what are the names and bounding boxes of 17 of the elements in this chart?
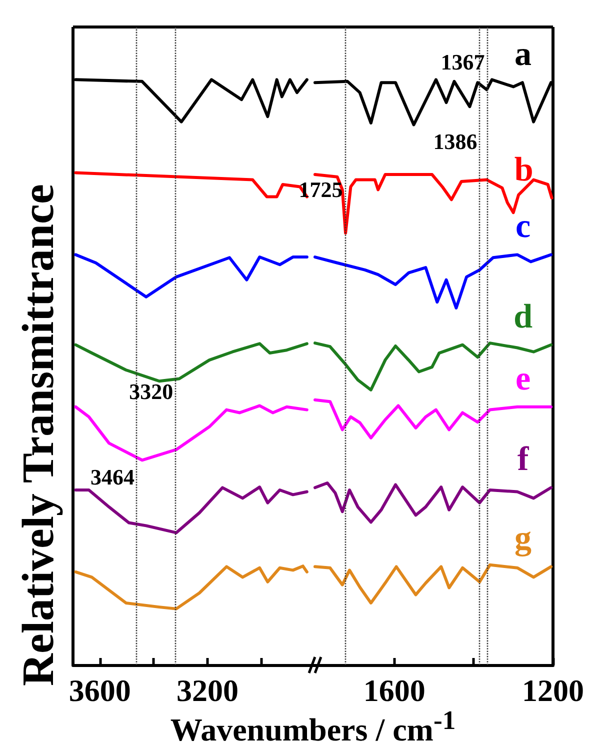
series-label: d [514,298,533,336]
x-tick-label: 3600 [68,673,131,708]
annotation: 3464 [90,464,134,490]
annotation: 1386 [433,129,478,154]
series-label: e [515,360,531,398]
series-label: c [515,208,531,246]
y-axis-title: Relatively Transmittrance [13,184,63,686]
x-axis-title: Wavenumbers / cm$^{-1}$ [170,705,456,748]
x-tick-label: 1600 [363,673,426,708]
annotation: 3320 [129,379,174,404]
series-label: a [514,36,532,74]
series-label: f [517,441,530,478]
series-label: g [514,520,532,558]
x-tick-label: 3200 [176,673,238,708]
series-label: b [514,151,534,188]
annotation: 1367 [440,50,485,75]
x-tick-label: 1200 [522,673,584,708]
